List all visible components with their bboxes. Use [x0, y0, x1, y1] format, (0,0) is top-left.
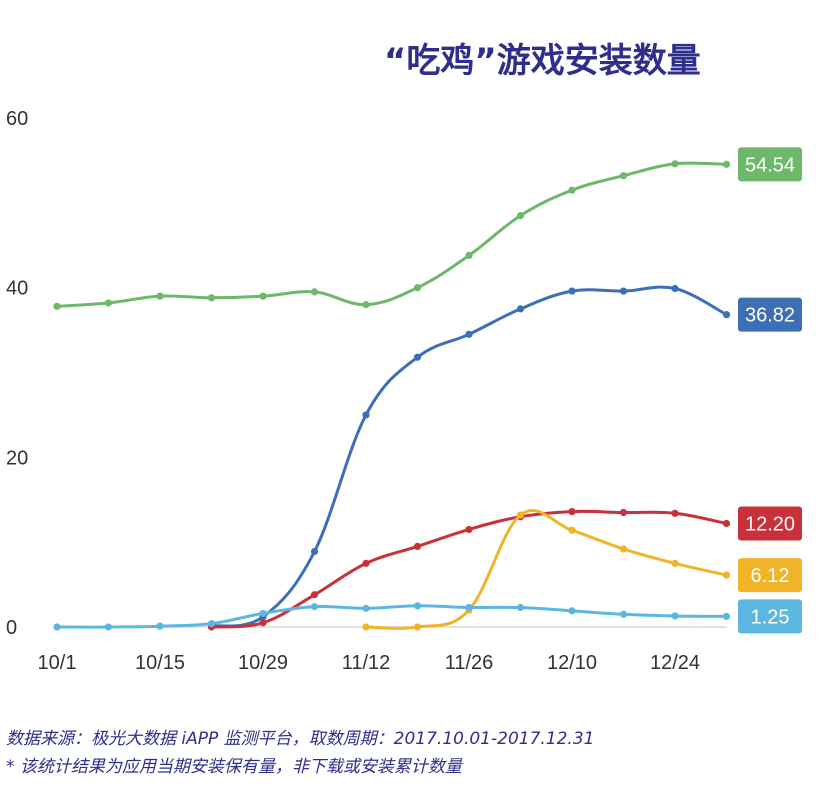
data-point [310, 288, 319, 296]
data-point [207, 294, 216, 302]
data-point [207, 620, 216, 628]
data-point [259, 609, 267, 618]
end-label-box [738, 506, 802, 541]
x-tick-label: 10/15 [135, 652, 185, 674]
data-point [516, 603, 525, 612]
data-point [619, 545, 628, 553]
data-point [465, 525, 473, 534]
data-point [722, 612, 731, 620]
data-point [516, 511, 525, 519]
x-tick-label: 10/1 [38, 652, 77, 674]
data-point [413, 542, 422, 551]
data-point [465, 603, 473, 612]
data-point [568, 287, 576, 295]
data-point [671, 559, 679, 567]
data-point [310, 591, 319, 599]
data-point [362, 623, 370, 631]
data-point [104, 299, 113, 307]
series-line [55, 604, 728, 629]
data-point [413, 602, 422, 610]
data-point [362, 411, 370, 419]
data-point [619, 508, 628, 517]
data-point [362, 559, 370, 567]
x-ticks: 10/1 10/15 10/29 11/12 11/26 12/10 12/24 [38, 652, 701, 674]
data-point [310, 603, 319, 611]
end-label-box [738, 297, 802, 332]
data-point [104, 623, 113, 631]
data-point [53, 623, 61, 631]
data-point [362, 604, 370, 612]
data-point [53, 302, 61, 310]
data-point [619, 172, 628, 180]
data-point [465, 330, 473, 338]
end-label-box [738, 558, 802, 593]
end-label-text: 6.12 [751, 565, 790, 587]
data-point [722, 311, 731, 319]
end-label-text: 36.82 [745, 305, 795, 327]
data-point [413, 353, 422, 361]
data-point [516, 305, 525, 313]
data-point [619, 287, 628, 295]
data-point [362, 301, 370, 309]
data-point [568, 526, 576, 534]
data-point [722, 519, 731, 528]
data-point [568, 607, 576, 615]
data-point [465, 251, 473, 260]
footnote-source: 数据来源：极光大数据 iAPP 监测平台，取数周期：2017.10.01-201… [6, 729, 594, 749]
data-point [156, 622, 164, 630]
data-point [619, 610, 628, 618]
data-point [413, 284, 422, 292]
end-label-text: 54.54 [745, 154, 795, 176]
data-point [516, 211, 525, 220]
end-label-box [738, 599, 802, 634]
end-labels: 54.54 36.82 12.20 6.12 1.25 [738, 147, 802, 634]
x-tick-label: 10/29 [238, 652, 288, 674]
data-point [156, 292, 164, 300]
series-group [53, 160, 731, 631]
data-point [259, 292, 267, 300]
x-tick-label: 12/10 [547, 652, 597, 674]
x-tick-label: 11/26 [445, 652, 494, 674]
data-point [671, 284, 679, 293]
series-line [55, 161, 728, 308]
y-tick-label: 0 [6, 617, 17, 639]
x-tick-label: 12/24 [650, 652, 700, 674]
y-tick-label: 60 [6, 108, 28, 130]
y-tick-label: 40 [6, 278, 28, 300]
data-point [671, 160, 679, 168]
data-point [568, 186, 576, 194]
end-label-text: 12.20 [745, 514, 795, 536]
series-line [364, 508, 728, 630]
end-label-text: 1.25 [751, 606, 790, 628]
data-point [671, 509, 679, 517]
footnote-note: * 该统计结果为应用当期安装保有量，非下载或安装累计数量 [6, 757, 464, 777]
data-point [671, 612, 679, 620]
y-tick-label: 20 [6, 447, 28, 469]
series-line [210, 285, 728, 628]
data-point [259, 619, 267, 627]
data-point [568, 508, 576, 516]
data-point [310, 547, 319, 556]
chart-title: “吃鸡”游戏安装数量 [384, 41, 701, 81]
y-ticks: 0 20 40 60 [6, 108, 28, 639]
data-point [722, 571, 731, 579]
data-point [722, 160, 731, 168]
end-label-box [738, 147, 802, 182]
data-point [413, 623, 422, 631]
x-tick-label: 11/12 [342, 652, 391, 674]
